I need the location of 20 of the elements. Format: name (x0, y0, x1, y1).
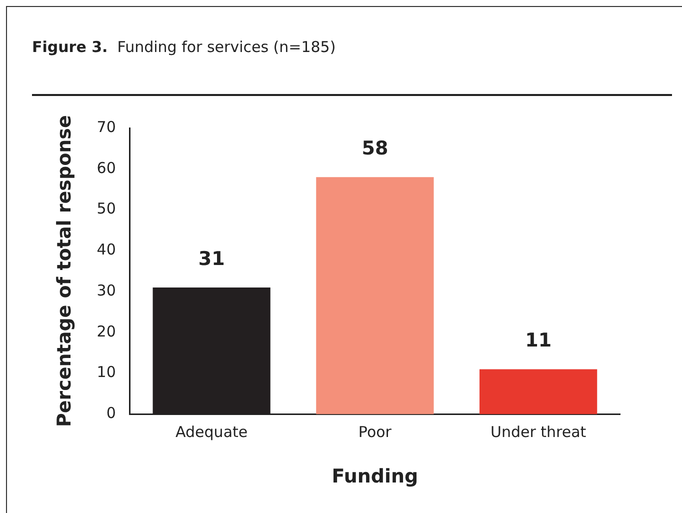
y-tick-label: 30 (96, 281, 116, 300)
data-label: 58 (362, 138, 388, 160)
y-tick-label: 70 (96, 118, 116, 136)
data-label: 31 (198, 248, 225, 270)
bar (480, 369, 598, 414)
chart-title: Figure 3. (32, 38, 108, 56)
x-tick-label: Under threat (490, 423, 586, 442)
x-tick-label: Poor (358, 423, 392, 442)
y-tick-label: 60 (96, 158, 116, 177)
x-tick-label: Adequate (176, 423, 248, 442)
y-tick-label: 20 (96, 322, 116, 340)
y-tick-label: 0 (106, 404, 116, 422)
data-label: 11 (525, 330, 552, 352)
chart-subtitle: Funding for services (n=185) (117, 38, 336, 56)
x-axis-title: Funding (332, 466, 418, 488)
bar (316, 177, 434, 414)
y-axis-title: Percentage of total response (53, 115, 76, 428)
y-tick-label: 10 (96, 363, 116, 382)
y-tick-label: 40 (96, 240, 116, 259)
y-tick-label: 50 (96, 200, 116, 218)
